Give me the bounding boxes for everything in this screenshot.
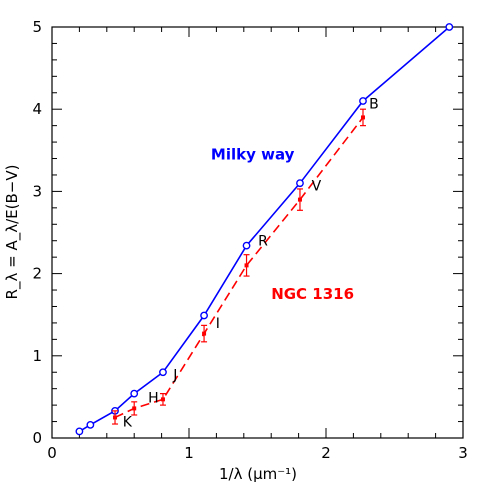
series-milky-way	[75, 23, 454, 436]
plot-frame	[51, 26, 464, 439]
axis-titles: 1/λ (μm⁻¹) R_λ = A_λ/E(B−V)	[3, 165, 297, 483]
data-point	[159, 368, 167, 377]
y-axis-title: R_λ = A_λ/E(B−V)	[3, 165, 22, 300]
milky-way-label: Milky way	[211, 145, 295, 163]
series-line	[78, 27, 450, 433]
x-axis-title: 1/λ (μm⁻¹)	[219, 465, 297, 483]
y-tick-label: 2	[32, 265, 42, 283]
data-point	[132, 406, 137, 411]
band-label-h: H	[148, 391, 159, 407]
y-tick-label: 1	[32, 347, 42, 365]
data-point	[296, 179, 304, 188]
y-tick-label: 3	[32, 182, 42, 200]
y-tick-label: 0	[32, 429, 42, 447]
data-point	[86, 420, 95, 429]
x-tick-label: 2	[321, 444, 331, 462]
band-label-r: R	[258, 234, 268, 250]
y-tick-label: 5	[32, 18, 42, 36]
data-point	[359, 97, 367, 105]
band-label-b: B	[369, 96, 379, 112]
data-point	[242, 241, 251, 250]
data-point	[160, 397, 165, 402]
x-tick-label: 0	[47, 444, 57, 462]
series-ngc-1316	[112, 108, 366, 425]
data-point	[200, 311, 208, 320]
y-tick-label: 4	[32, 100, 42, 118]
data-point	[202, 331, 207, 336]
data-point	[130, 389, 139, 398]
x-tick-label: 1	[184, 444, 194, 462]
band-label-k: K	[123, 415, 133, 431]
x-tick-label: 3	[458, 444, 468, 462]
data-point	[113, 415, 118, 420]
data-point	[445, 23, 454, 31]
data-point	[75, 427, 84, 436]
data-point	[244, 263, 249, 268]
band-label-i: I	[216, 316, 220, 332]
data-point	[360, 115, 365, 120]
data-point	[297, 197, 302, 202]
band-label-v: V	[312, 179, 322, 195]
ngc-1316-label: NGC 1316	[271, 285, 354, 303]
plot-area: 0 1 2 3 0 1 2 3 4 5 KHJ I R V B Milky way NGC 1316	[32, 18, 467, 462]
band-label-j: J	[172, 368, 177, 384]
